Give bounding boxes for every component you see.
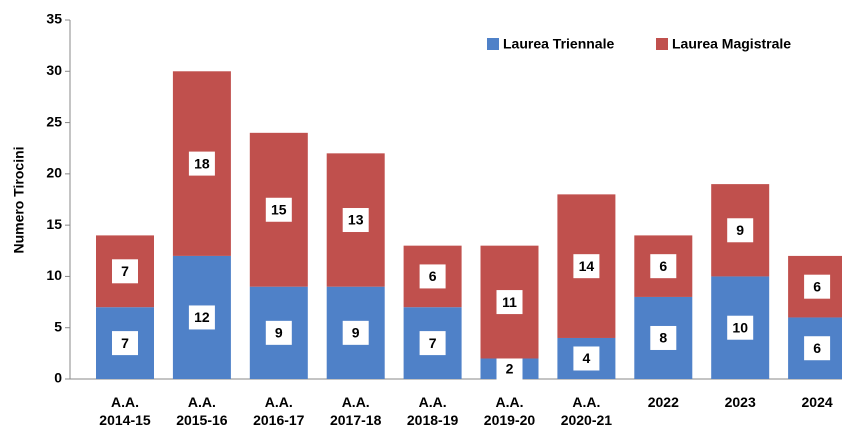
x-tick-label: A.A. 2014-15	[99, 394, 151, 428]
value-label: 14	[579, 258, 595, 274]
legend-label: Laurea Magistrale	[672, 36, 791, 52]
value-label-box	[265, 320, 292, 345]
value-label-box	[496, 356, 523, 381]
y-tick-label: 0	[54, 370, 62, 386]
y-tick-label: 5	[54, 318, 62, 334]
value-label: 6	[659, 258, 667, 274]
value-label: 9	[736, 222, 744, 238]
value-label-box	[342, 320, 369, 345]
legend-label: Laurea Triennale	[503, 36, 614, 52]
value-label: 6	[813, 278, 821, 294]
x-tick-label: A.A. 2020-21	[560, 394, 613, 428]
value-label: 4	[583, 350, 591, 366]
y-tick-label: 20	[46, 165, 62, 181]
y-tick-label: 35	[46, 11, 62, 27]
value-label-box	[419, 264, 446, 289]
x-tick-label: A.A. 2018-19	[406, 394, 459, 428]
value-label: 8	[659, 330, 667, 346]
value-label-box	[727, 315, 754, 340]
value-label: 6	[429, 268, 437, 284]
value-label-box	[650, 254, 677, 279]
value-label: 7	[429, 335, 437, 351]
value-label-box	[188, 305, 215, 330]
x-tick-label: A.A. 2017-18	[329, 394, 382, 428]
y-axis-label: Numero Tirocini	[11, 146, 27, 253]
value-label-box	[573, 254, 600, 279]
legend-swatch	[656, 38, 668, 50]
value-label-box	[650, 325, 677, 350]
value-label: 7	[121, 335, 129, 351]
legend-swatch	[487, 38, 499, 50]
x-tick-label: 2023	[724, 394, 756, 410]
value-label: 18	[194, 155, 210, 171]
value-label-box	[804, 336, 831, 361]
value-label-box	[112, 259, 138, 284]
value-label: 12	[194, 309, 210, 325]
value-label-box	[419, 331, 446, 356]
y-tick-label: 30	[46, 62, 62, 78]
y-tick-label: 15	[46, 216, 62, 232]
value-label: 13	[348, 212, 364, 228]
x-tick-label: 2022	[647, 394, 679, 410]
value-label-box	[188, 151, 215, 176]
value-label-box	[265, 197, 292, 222]
value-label: 6	[813, 340, 821, 356]
x-tick-label: A.A. 2016-17	[253, 394, 305, 428]
value-label-box	[804, 274, 831, 299]
value-label-box	[112, 331, 138, 356]
value-label-box	[573, 346, 600, 371]
value-label: 10	[732, 319, 748, 335]
value-label: 7	[121, 263, 129, 279]
value-label-box	[727, 218, 754, 243]
y-tick-label: 25	[46, 113, 62, 129]
value-label-box	[496, 290, 523, 315]
value-label: 15	[271, 201, 287, 217]
value-label-box	[342, 208, 369, 233]
x-tick-label: 2024	[801, 394, 833, 410]
x-tick-label: A.A. 2015-16	[176, 394, 228, 428]
value-label: 11	[502, 294, 517, 310]
y-tick-label: 10	[46, 267, 62, 283]
x-tick-label: A.A. 2019-20	[483, 394, 536, 428]
value-label: 9	[275, 325, 283, 341]
value-label: 9	[352, 325, 360, 341]
value-label: 2	[506, 360, 514, 376]
